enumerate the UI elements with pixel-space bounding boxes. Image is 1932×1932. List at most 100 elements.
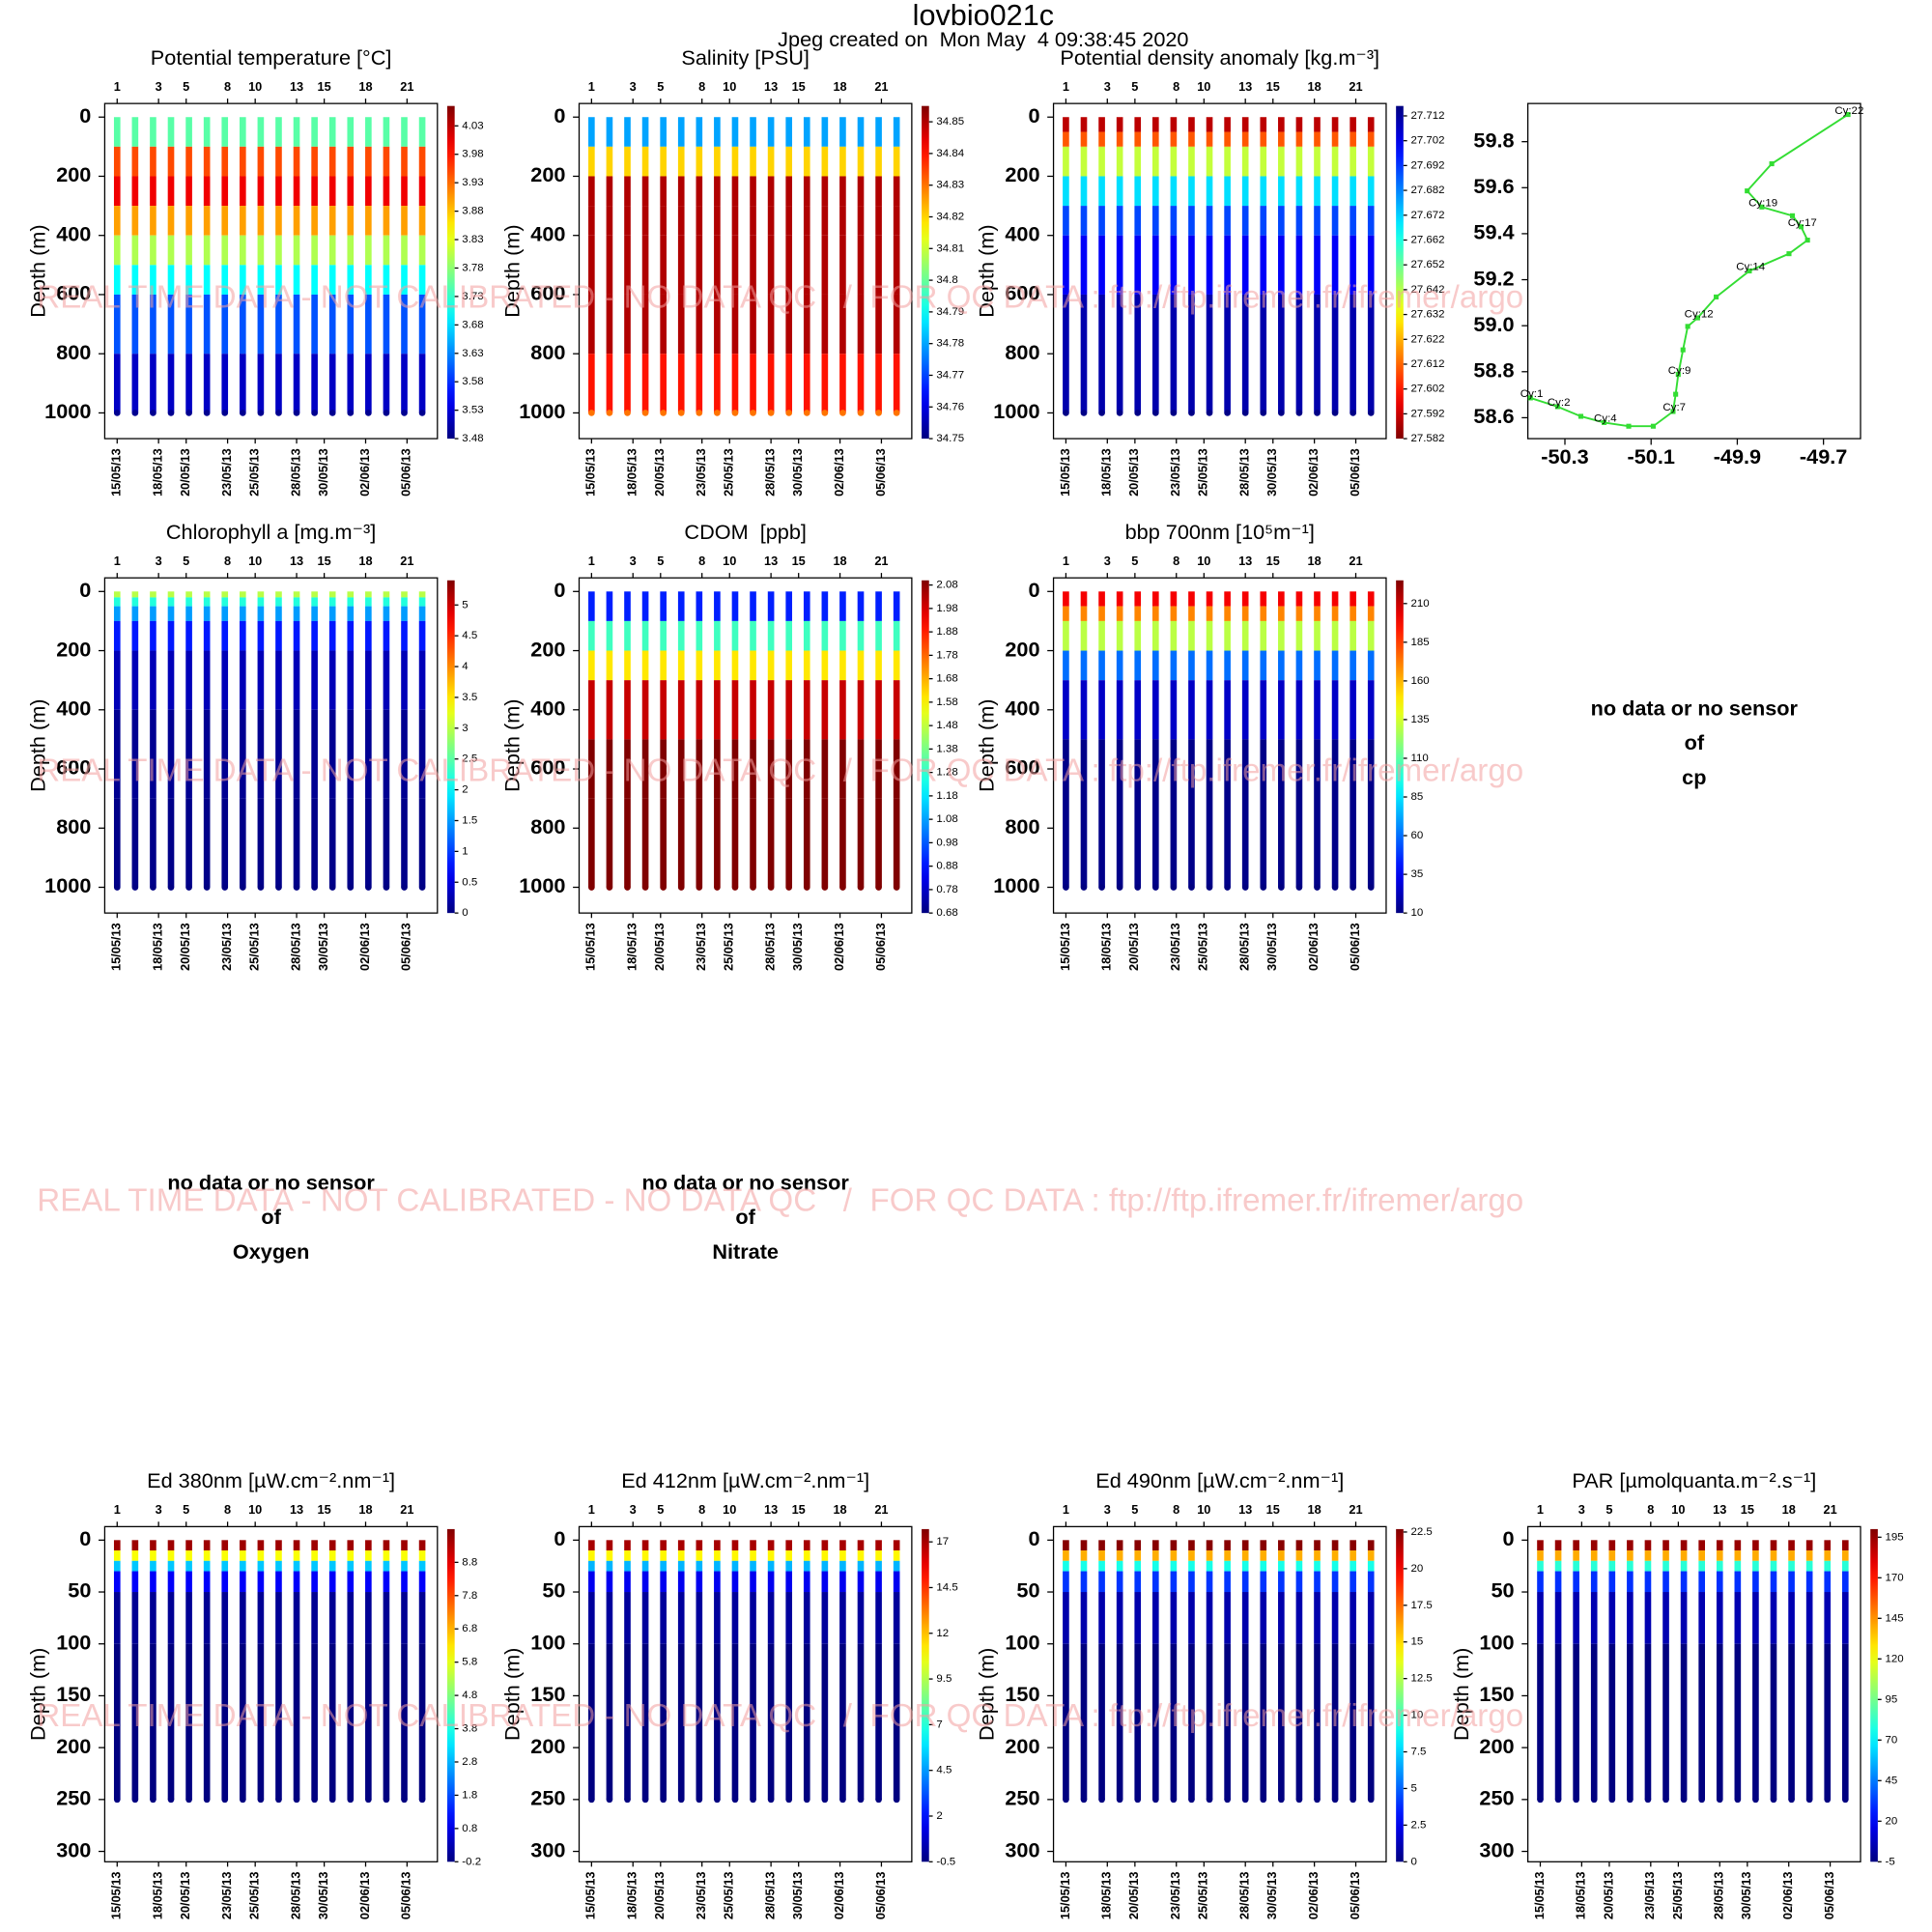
y-tick-label: 150 xyxy=(56,1682,91,1706)
y-tick-label: 0 xyxy=(1028,578,1039,602)
y-tick-label: 1000 xyxy=(44,873,91,897)
colorbar-label: 17.5 xyxy=(1410,1600,1432,1611)
profile-segment xyxy=(1698,1643,1706,1800)
profile-end xyxy=(383,884,390,891)
y-tick-label: 200 xyxy=(530,162,565,186)
profile-segment xyxy=(1188,235,1195,295)
profile-end xyxy=(1241,884,1249,891)
profile-segment xyxy=(418,206,426,236)
colorbar-label: 185 xyxy=(1410,637,1429,648)
date-label: 30/05/13 xyxy=(790,448,805,497)
cycle-label: 8 xyxy=(698,554,705,568)
profile-segment xyxy=(131,1550,139,1561)
cycle-label: 15 xyxy=(1266,1502,1280,1517)
profile-segment xyxy=(803,650,810,681)
profile-segment xyxy=(1752,1571,1759,1593)
profile-segment xyxy=(750,620,756,651)
profile-segment xyxy=(203,1550,211,1561)
colorbar-label: 3.53 xyxy=(462,405,483,416)
profile-segment xyxy=(714,798,721,888)
profile-segment xyxy=(1080,680,1088,740)
colorbar-label: 3.88 xyxy=(462,206,483,217)
profile-end xyxy=(857,1796,865,1804)
profile-segment xyxy=(1080,650,1088,681)
profile-segment xyxy=(1063,117,1069,132)
date-label: 30/05/13 xyxy=(1739,1872,1753,1920)
profile-segment xyxy=(1716,1560,1723,1572)
date-label: 23/05/13 xyxy=(694,923,708,971)
profile-segment xyxy=(131,354,139,413)
profile-segment xyxy=(401,117,408,147)
profile-segment xyxy=(185,235,192,266)
profile-end xyxy=(1295,884,1303,891)
profile-segment xyxy=(150,1550,156,1561)
profile-segment xyxy=(588,650,595,681)
profile-segment xyxy=(767,739,775,799)
cycle-label: 1 xyxy=(114,554,121,568)
y-tick-label: 1000 xyxy=(993,399,1039,423)
profile-segment xyxy=(1367,739,1375,888)
profile-segment xyxy=(750,117,756,147)
profile-segment xyxy=(1770,1550,1777,1561)
y-tick-label: 600 xyxy=(56,281,91,305)
x-tick-label: -49.9 xyxy=(1714,444,1761,469)
cycle-label: 3 xyxy=(156,1502,162,1517)
profile-end xyxy=(588,884,595,891)
profile-segment xyxy=(767,680,775,740)
profile-segment xyxy=(365,1643,372,1800)
cycle-label: 5 xyxy=(183,79,189,94)
profile-segment xyxy=(240,1571,246,1593)
profile-segment xyxy=(1716,1592,1723,1644)
profile-segment xyxy=(221,354,229,413)
date-label: 30/05/13 xyxy=(1264,448,1279,497)
profile-segment xyxy=(150,709,156,799)
profile-segment xyxy=(131,606,139,621)
date-label: 02/06/13 xyxy=(832,1872,846,1920)
profile-segment xyxy=(731,146,739,177)
profile-segment xyxy=(1367,235,1375,295)
profile-segment xyxy=(875,1592,882,1644)
cycle-label: 15 xyxy=(792,554,806,568)
profile-segment xyxy=(677,620,685,651)
profile-end xyxy=(785,410,793,416)
colorbar-label: 1.38 xyxy=(936,743,957,754)
y-tick-label: 200 xyxy=(530,637,565,661)
profile-segment xyxy=(1224,1571,1231,1593)
profile-end xyxy=(1224,410,1231,416)
map-frame xyxy=(1526,102,1861,440)
profile-segment xyxy=(1188,206,1195,236)
profile-segment xyxy=(1350,680,1356,740)
profile-segment xyxy=(203,620,211,651)
profile-segment xyxy=(677,354,685,413)
profile-end xyxy=(1367,410,1375,416)
profile-end xyxy=(383,410,390,416)
profile-segment xyxy=(311,709,318,799)
colorbar-label: 1.78 xyxy=(936,649,957,661)
y-tick-label: 800 xyxy=(530,340,565,364)
profile-segment xyxy=(893,146,900,177)
profile-segment xyxy=(328,1643,336,1800)
profile-segment xyxy=(1151,650,1159,681)
profile-segment xyxy=(767,1550,775,1561)
profile-segment xyxy=(839,294,846,355)
profile-segment xyxy=(1134,146,1142,177)
y-tick-label: 600 xyxy=(530,755,565,780)
profile-segment xyxy=(696,739,703,799)
profile-segment xyxy=(1116,176,1123,207)
profile-segment xyxy=(1788,1560,1795,1572)
colorbar-label: 34.77 xyxy=(936,370,964,382)
profile-segment xyxy=(347,206,355,236)
profile-segment xyxy=(328,235,336,266)
profile-segment xyxy=(875,620,882,651)
profile-end xyxy=(1331,884,1339,891)
colorbar-label: 6.8 xyxy=(462,1623,477,1634)
y-tick-label: 150 xyxy=(1479,1682,1514,1706)
profile-segment xyxy=(1295,176,1303,207)
profile-segment xyxy=(1206,739,1213,888)
profile-segment xyxy=(1752,1550,1759,1561)
profile-segment xyxy=(1278,650,1285,681)
profile-segment xyxy=(1116,1560,1123,1572)
profile-segment xyxy=(240,1560,246,1572)
profile-segment xyxy=(1116,680,1123,740)
colorbar-label: 34.81 xyxy=(936,242,964,254)
